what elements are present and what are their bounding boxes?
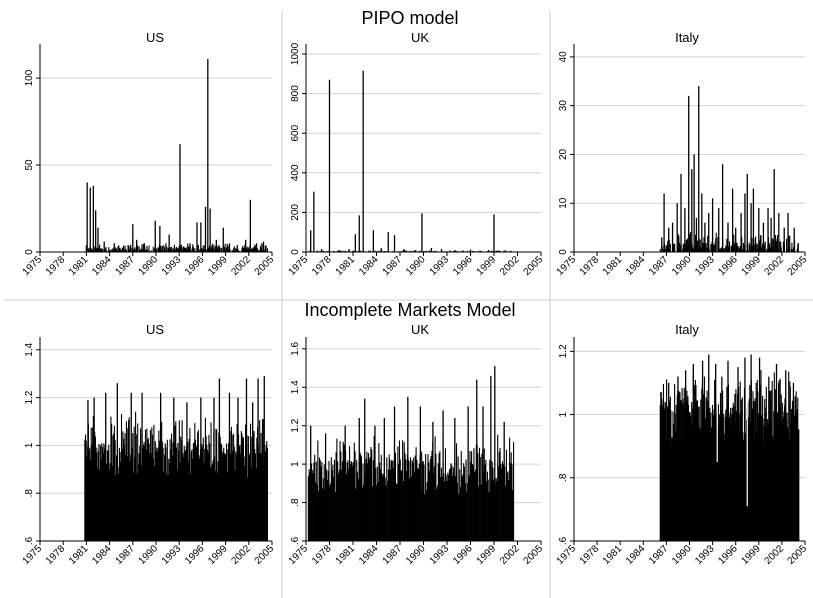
y-tick-label: 0 (558, 249, 569, 255)
y-tick-label: 0 (24, 249, 35, 255)
y-tick-label: .6 (290, 536, 301, 545)
y-tick-label: 1.4 (290, 380, 301, 394)
y-tick-label: 0 (290, 249, 301, 255)
bar-series (307, 70, 515, 252)
y-tick-label: 1 (290, 461, 301, 467)
section-title-pipo: PIPO model (361, 8, 458, 28)
panel-title-im-italy: Italy (675, 322, 699, 337)
panel-title-pipo-us: US (146, 30, 164, 45)
y-tick-label: .8 (24, 489, 35, 498)
y-tick-label: 10 (558, 197, 569, 209)
y-tick-label: 40 (558, 51, 569, 63)
bar-series (307, 366, 515, 541)
bar-series (659, 354, 800, 541)
section-title-incomplete-markets: Incomplete Markets Model (304, 300, 515, 320)
y-tick-label: .8 (558, 473, 569, 482)
y-tick-label: 200 (290, 204, 301, 221)
y-tick-label: 1 (24, 442, 35, 448)
y-tick-label: 1.2 (24, 390, 35, 404)
y-tick-label: 50 (24, 159, 35, 171)
y-tick-label: .6 (558, 536, 569, 545)
y-tick-label: 1.2 (290, 418, 301, 432)
bar-series (659, 86, 799, 252)
y-tick-label: 1 (558, 411, 569, 417)
y-tick-label: 1.2 (558, 344, 569, 358)
panel-title-pipo-uk: UK (411, 30, 429, 45)
y-tick-label: 30 (558, 100, 569, 112)
bar-series (84, 376, 268, 541)
panel-title-im-uk: UK (411, 322, 429, 337)
y-tick-label: 800 (290, 85, 301, 102)
y-tick-label: 20 (558, 148, 569, 160)
bar-series (84, 58, 268, 252)
panel-title-im-us: US (146, 322, 164, 337)
y-tick-label: 100 (24, 69, 35, 86)
y-tick-label: 400 (290, 164, 301, 181)
y-tick-label: .8 (290, 498, 301, 507)
y-tick-label: 600 (290, 124, 301, 141)
panel-title-pipo-italy: Italy (675, 30, 699, 45)
y-tick-label: 1.6 (290, 341, 301, 355)
y-tick-label: 1000 (290, 42, 301, 65)
y-tick-label: .6 (24, 536, 35, 545)
y-tick-label: 1.4 (24, 342, 35, 356)
